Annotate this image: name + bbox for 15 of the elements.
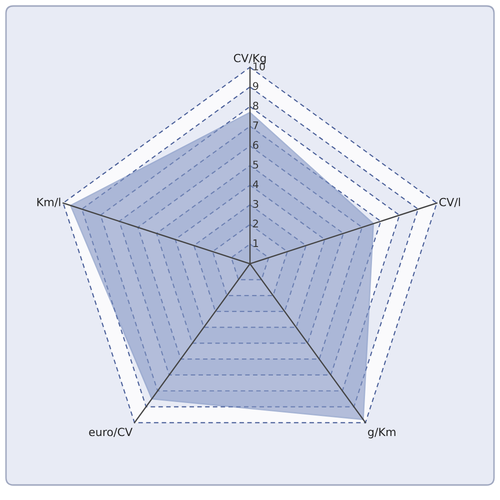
- spoke-label: CV/l: [439, 198, 460, 208]
- y-tick-label: 9: [253, 82, 258, 90]
- y-tick-label: 2: [253, 220, 258, 228]
- spoke-label: euro/CV: [89, 428, 132, 438]
- y-tick-label: 5: [253, 160, 258, 169]
- y-tick-label: 6: [253, 141, 258, 149]
- y-tick-label: 3: [253, 200, 258, 208]
- spoke-label: CV/Kg: [234, 54, 266, 64]
- y-tick-label: 8: [253, 102, 258, 110]
- y-tick-label: 4: [252, 180, 258, 188]
- y-tick-label: 7: [253, 122, 258, 130]
- y-tick-label: 1: [254, 239, 258, 247]
- y-tick-label: 10: [254, 62, 265, 70]
- spoke-label: Km/l: [37, 198, 60, 208]
- spoke-label: g/Km: [368, 428, 396, 438]
